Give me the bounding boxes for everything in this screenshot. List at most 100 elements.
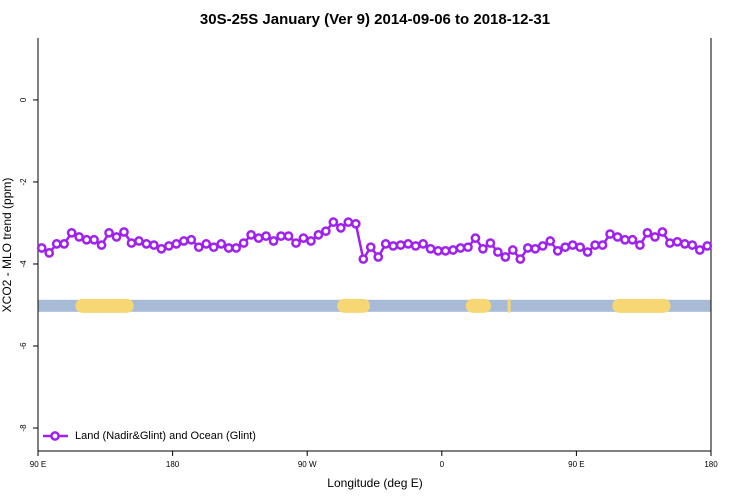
data-point (582, 247, 593, 257)
y-axis-label: XCO2 - MLO trend (ppm) (0, 178, 14, 313)
y-tick-label: -4 (19, 260, 28, 268)
data-point (336, 223, 346, 233)
data-point (111, 232, 122, 242)
data-point (560, 242, 571, 253)
data-point (373, 252, 384, 262)
ocean-band (38, 299, 711, 312)
x-axis-label: Longitude (deg E) (327, 476, 422, 490)
x-tick-label: 180 (166, 460, 180, 469)
chart-title: 30S-25S January (Ver 9) 2014-09-06 to 20… (200, 11, 550, 28)
land-band (465, 298, 492, 313)
data-point (291, 238, 301, 248)
data-point (261, 231, 271, 241)
data-point (149, 240, 159, 250)
data-point (545, 236, 556, 246)
data-point (403, 239, 413, 249)
data-point (59, 239, 70, 249)
data-point (575, 242, 585, 253)
x-tick-label: 90 E (568, 460, 584, 469)
data-point (448, 245, 458, 255)
data-point (455, 243, 466, 253)
data-point (440, 246, 451, 256)
data-point (650, 232, 660, 242)
land-band (507, 298, 511, 313)
data-point (433, 246, 443, 256)
x-tick-label: 90 W (298, 460, 317, 469)
data-point (36, 243, 47, 253)
data-point (470, 233, 481, 243)
data-point (223, 243, 234, 253)
x-tick-label: 90 E (30, 460, 46, 469)
data-point (358, 254, 369, 264)
data-point (74, 232, 84, 242)
data-point (672, 236, 683, 247)
data-point (283, 231, 294, 241)
land-band (337, 298, 371, 313)
data-point (193, 242, 204, 253)
data-point (126, 238, 137, 248)
data-point (253, 233, 264, 243)
data-point (679, 239, 690, 249)
data-point (567, 240, 578, 250)
y-tick-label: -2 (19, 178, 28, 186)
data-point (66, 227, 77, 238)
data-point (201, 239, 212, 249)
data-point (665, 238, 675, 248)
data-point (164, 241, 174, 251)
data-point (478, 243, 488, 254)
data-point (530, 243, 541, 254)
data-point (485, 238, 496, 248)
legend-label: Land (Nadir&Glint) and Ocean (Glint) (75, 430, 256, 442)
data-point (702, 241, 713, 251)
data-point (395, 240, 406, 250)
data-point (313, 230, 324, 240)
data-point (134, 236, 144, 246)
data-point (590, 240, 600, 250)
data-point (552, 246, 563, 256)
data-point (216, 239, 227, 249)
data-point (44, 248, 55, 258)
data-point (186, 234, 197, 245)
data-point (141, 239, 152, 249)
data-point (81, 234, 92, 245)
data-point (605, 229, 615, 239)
data-point (657, 227, 668, 237)
data-point (388, 241, 399, 251)
data-point (268, 236, 279, 246)
data-point (612, 232, 623, 242)
data-point (500, 252, 511, 262)
data-point (96, 240, 107, 250)
y-tick-label: -6 (19, 342, 28, 350)
data-point (51, 239, 62, 249)
data-point (231, 243, 242, 253)
data-point (276, 231, 286, 241)
data-point (642, 227, 653, 238)
data-point (537, 241, 548, 251)
data-point (380, 239, 391, 249)
data-point (89, 234, 99, 245)
data-point (507, 245, 518, 255)
data-point (208, 242, 219, 253)
x-tick-label: 180 (704, 460, 718, 469)
data-point (627, 234, 638, 245)
data-point (410, 241, 421, 251)
data-point (328, 217, 339, 227)
data-point (493, 247, 503, 257)
data-point (350, 218, 361, 229)
data-point (425, 243, 436, 254)
data-point (635, 240, 645, 250)
data-point (365, 242, 376, 253)
data-point (687, 240, 698, 250)
land-band (612, 298, 671, 313)
data-point (238, 238, 249, 248)
data-point (104, 227, 114, 238)
data-point (321, 226, 331, 237)
data-point (463, 242, 473, 253)
y-tick-label: 0 (19, 97, 28, 102)
legend-marker (50, 431, 60, 441)
data-point (418, 239, 428, 249)
data-point (620, 234, 630, 245)
data-point (156, 243, 167, 254)
data-point (597, 240, 608, 250)
data-point (694, 245, 705, 255)
